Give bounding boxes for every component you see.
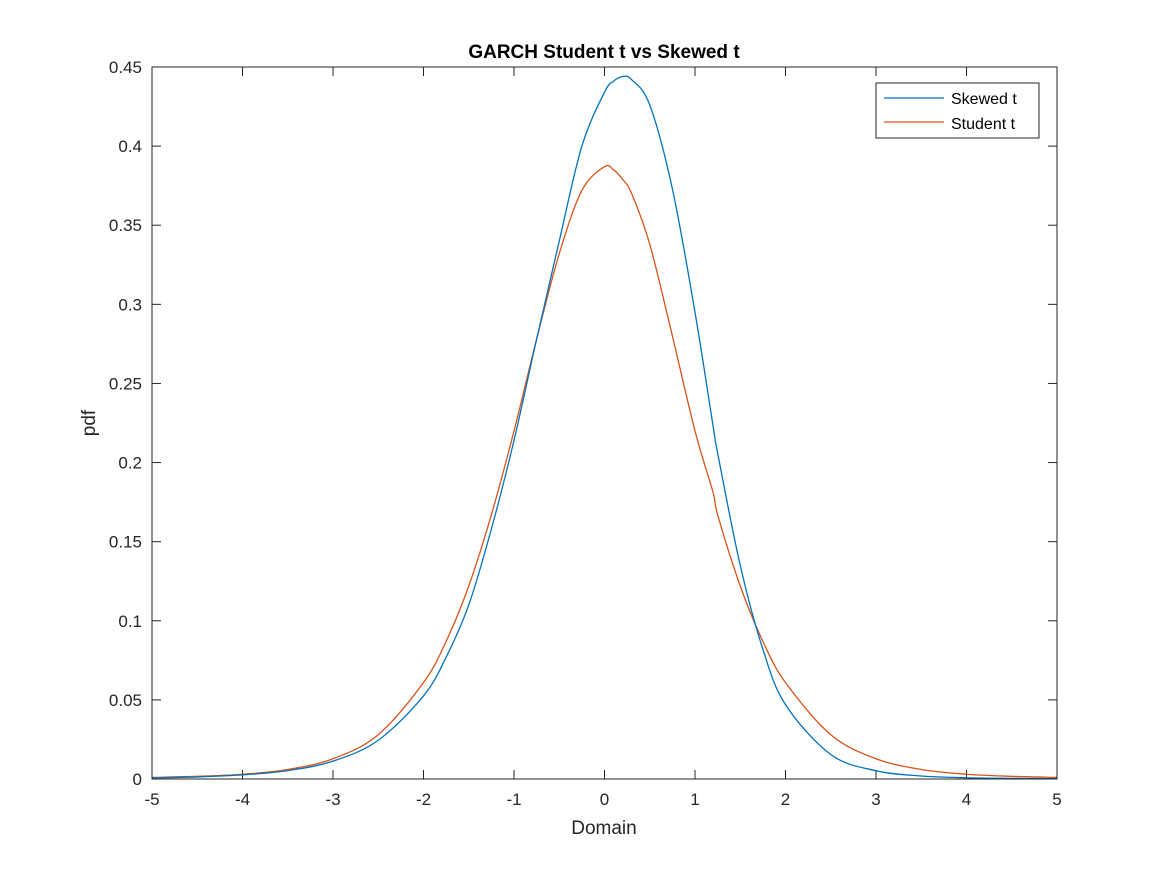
y-tick-label: 0.1 [118,612,142,631]
x-tick-label: -1 [506,790,521,809]
y-tick-label: 0.25 [109,374,142,393]
y-tick-label: 0.35 [109,216,142,235]
y-tick-label: 0.2 [118,454,142,473]
y-tick-label: 0.4 [118,137,142,156]
x-tick-label: 4 [962,790,971,809]
plot-frame [151,66,1058,780]
axis-tick-labels: -5 -4 -3 -2 -1 0 1 2 3 4 5 0 0.05 0.1 0.15 0.2 0.25 0.3 0.… [109,58,1062,809]
y-tick-label: 0.15 [109,533,142,552]
legend-box [875,82,1040,139]
plot-area [152,67,1057,779]
x-axis-label: Domain [571,818,636,839]
x-tick-label: -5 [144,790,159,809]
data-series [151,75,1058,780]
x-tick-label: -4 [235,790,250,809]
y-tick-label: 0 [133,770,142,789]
chart-title: GARCH Student t vs Skewed t [468,42,740,63]
x-tick-label: 0 [600,790,609,809]
y-tick-label: 0.45 [109,58,142,77]
legend-label-skewed-t: Skewed t [951,91,1017,108]
series-line-skewed-t [151,75,1058,780]
legend-label-student-t: Student t [951,116,1016,133]
x-tick-label: -3 [325,790,340,809]
legend: Skewed t Student t [875,82,1040,139]
y-axis-label: pdf [79,409,100,436]
x-tick-label: 1 [690,790,699,809]
x-tick-label: 2 [781,790,790,809]
x-tick-label: -2 [416,790,431,809]
series-line-student-t [151,164,1058,779]
y-tick-label: 0.05 [109,691,142,710]
x-tick-label: 5 [1052,790,1061,809]
y-tick-label: 0.3 [118,295,142,314]
x-tick-label: 3 [871,790,880,809]
